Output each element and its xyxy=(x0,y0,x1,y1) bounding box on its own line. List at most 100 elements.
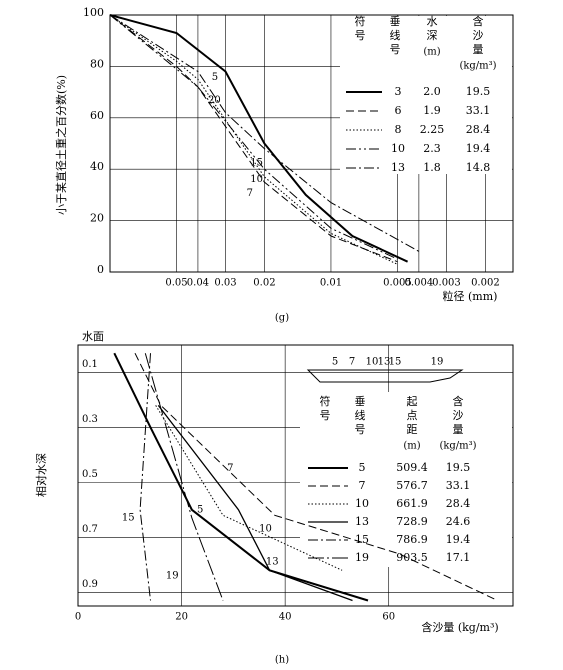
legend-label: 8 xyxy=(395,123,402,136)
legend-cell: 14.8 xyxy=(466,161,491,174)
series-line xyxy=(157,405,353,602)
legend-unit: (m) xyxy=(423,47,440,58)
series-line xyxy=(109,14,409,263)
legend-header: 水深 xyxy=(427,15,438,42)
cross-section-label: 5 xyxy=(332,357,338,368)
cross-section-label: 10 xyxy=(366,357,379,368)
legend-cell: 1.9 xyxy=(423,104,441,117)
legend-label: 13 xyxy=(391,161,405,174)
legend-cell: 24.6 xyxy=(446,515,471,528)
legend-cell: 33.1 xyxy=(446,479,471,492)
legend-header: 垂线号 xyxy=(355,395,366,436)
legend-cell: 19.4 xyxy=(446,533,471,546)
legend-cell: 28.4 xyxy=(466,123,491,136)
y-tick-label: 0.9 xyxy=(82,579,98,590)
series-line xyxy=(139,353,151,601)
legend-cell: 786.9 xyxy=(396,533,428,546)
legend-cell: 509.4 xyxy=(396,461,428,474)
legend-cell: 19.4 xyxy=(466,142,491,155)
cross-section-label: 7 xyxy=(349,357,355,368)
legend-header: 符号 xyxy=(355,15,366,42)
legend-unit: (kg/m³) xyxy=(439,441,476,452)
legend-cell: 2.0 xyxy=(423,85,441,98)
legend-unit: (m) xyxy=(403,441,420,452)
legend-label: 6 xyxy=(395,104,402,117)
cross-section-label: 13 xyxy=(378,357,391,368)
legend-header: 含沙量 xyxy=(473,14,484,56)
series-line xyxy=(113,352,369,602)
legend-cell: 576.7 xyxy=(396,479,428,492)
series-line xyxy=(109,14,398,260)
curve-label: 5 xyxy=(197,504,203,515)
legend-cell: 17.1 xyxy=(446,551,471,564)
curve-label: 10 xyxy=(250,174,263,185)
x-tick-label: 0.003 xyxy=(432,278,461,289)
y-axis-title: 小于某直径土重之百分数(%) xyxy=(54,75,68,215)
curve-label: 10 xyxy=(259,524,272,535)
x-tick-label: 0.04 xyxy=(187,278,209,289)
legend-background xyxy=(340,16,512,174)
x-axis-title: 含沙量 (kg/m³) xyxy=(421,620,498,634)
y-tick-label: 20 xyxy=(90,212,104,225)
series-line xyxy=(134,352,498,601)
y-tick-label: 0.3 xyxy=(82,414,98,425)
legend-unit: (kg/m³) xyxy=(459,61,496,72)
legend-label: 19 xyxy=(355,551,369,564)
cross-section-label: 19 xyxy=(431,357,444,368)
legend-label: 15 xyxy=(355,533,369,546)
series-line xyxy=(144,353,224,601)
curve-label: 7 xyxy=(227,463,233,474)
x-tick-label: 0.03 xyxy=(214,278,236,289)
legend-header: 垂线号 xyxy=(390,15,401,56)
legend-header: 含沙量 xyxy=(453,394,464,436)
plot-frame xyxy=(77,344,514,607)
legend-label: 10 xyxy=(391,142,405,155)
legend-cell: 2.3 xyxy=(423,142,441,155)
x-tick-label: 0.02 xyxy=(253,278,275,289)
curve-label: 13 xyxy=(266,557,279,568)
legend-cell: 661.9 xyxy=(396,497,428,510)
legend-cell: 903.5 xyxy=(396,551,428,564)
curve-label: 5 xyxy=(212,72,218,83)
x-tick-label: 0.005 xyxy=(383,278,412,289)
cross-section-label: 15 xyxy=(389,357,402,368)
y-tick-label: 0 xyxy=(97,263,104,276)
legend-label: 5 xyxy=(359,461,366,474)
y-tick-label: 40 xyxy=(90,160,104,173)
legend-label: 10 xyxy=(355,497,369,510)
y-tick-label: 100 xyxy=(83,6,104,19)
x-tick-label: 0.004 xyxy=(405,278,434,289)
y-tick-label: 80 xyxy=(90,57,104,70)
curve-label: 15 xyxy=(122,513,135,524)
legend-background xyxy=(300,392,512,567)
legend-cell: 728.9 xyxy=(396,515,428,528)
plot-frame xyxy=(109,14,514,273)
legend-cell: 28.4 xyxy=(446,497,471,510)
legend-header: 符号 xyxy=(320,395,331,422)
curve-label: 7 xyxy=(247,188,253,199)
x-tick-label: 40 xyxy=(279,612,292,623)
x-tick-label: 60 xyxy=(382,612,395,623)
y-axis-title: 相对水深 xyxy=(34,453,48,497)
cross-section xyxy=(306,369,464,383)
curve-label: 20 xyxy=(208,95,221,106)
legend-header: 起点距 xyxy=(407,395,418,436)
caption: (g) xyxy=(275,313,289,324)
legend-label: 7 xyxy=(359,479,366,492)
y-tick-label: 水面 xyxy=(82,330,104,343)
legend-cell: 19.5 xyxy=(466,85,491,98)
x-tick-label: 0.002 xyxy=(471,278,500,289)
legend-cell: 1.8 xyxy=(423,161,441,174)
legend-cell: 19.5 xyxy=(446,461,471,474)
legend-cell: 33.1 xyxy=(466,104,491,117)
y-tick-label: 0.1 xyxy=(82,359,98,370)
x-tick-label: 0 xyxy=(75,612,81,623)
legend-label: 3 xyxy=(395,85,402,98)
legend-label: 13 xyxy=(355,515,369,528)
y-tick-label: 60 xyxy=(90,109,104,122)
y-tick-label: 0.7 xyxy=(82,524,98,535)
x-axis-title: 粒径 (mm) xyxy=(443,289,498,303)
